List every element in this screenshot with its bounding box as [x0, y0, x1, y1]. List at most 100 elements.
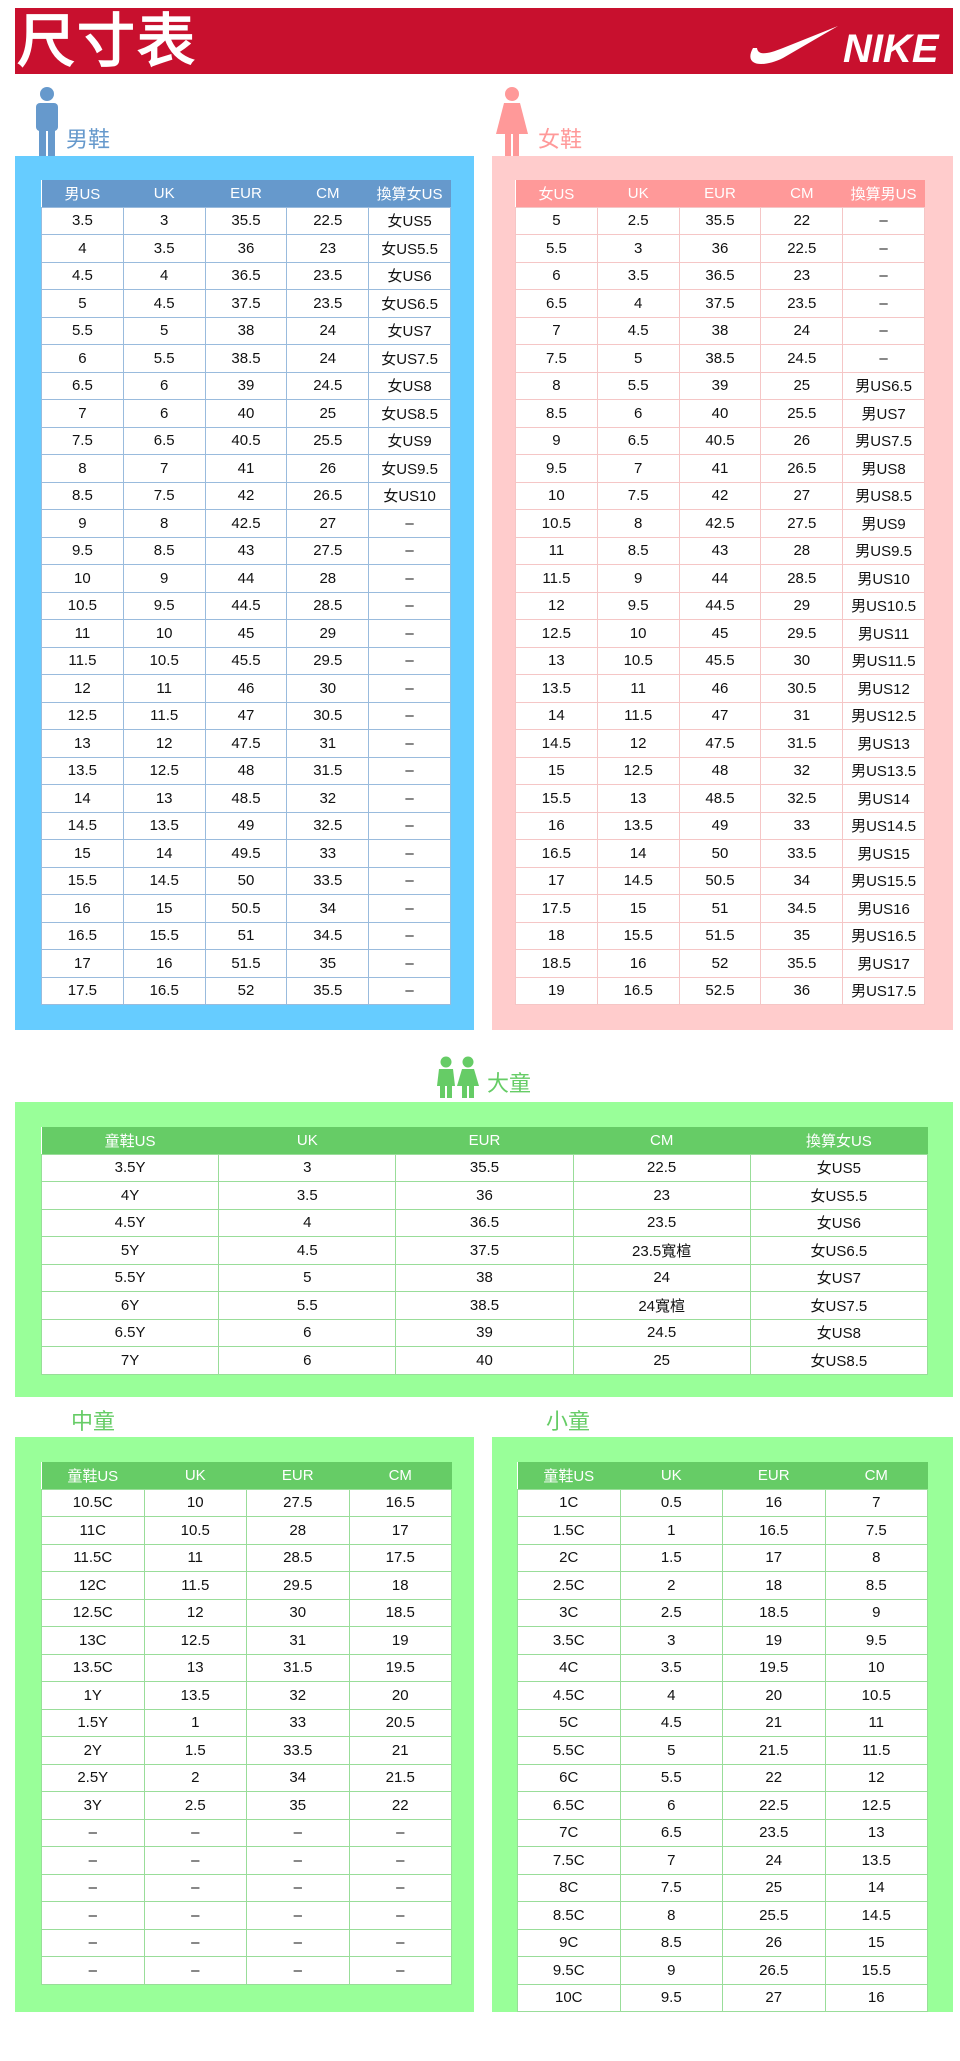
table-cell: –: [842, 289, 925, 318]
table-row: 1.5C 1 16.5 7.5: [517, 1516, 928, 1545]
table-row: 8 7 41 26 女US9.5: [41, 454, 451, 483]
table-cell: –: [348, 1956, 452, 1985]
table-cell: 女US5: [368, 206, 451, 235]
table-cell: –: [842, 206, 925, 235]
table-cell: 29: [286, 619, 370, 648]
table-cell: –: [348, 1901, 452, 1930]
table-cell: 6: [619, 1791, 723, 1820]
table-cell: 女US7.5: [749, 1291, 929, 1320]
table-row: 11 10 45 29–: [41, 619, 451, 648]
table-cell: –: [368, 949, 451, 978]
table-cell: 17: [515, 866, 598, 895]
table-cell: 11.5: [515, 564, 598, 593]
table-cell: 26.5: [722, 1956, 826, 1985]
table-cell: 24寬楦: [572, 1291, 751, 1320]
table-cell: 35.5: [286, 976, 370, 1005]
table-cell: 11C: [41, 1516, 145, 1545]
table-cell: 32: [286, 784, 370, 813]
column-header: EUR: [679, 180, 761, 207]
table-cell: 4: [41, 234, 124, 263]
table-row: 8.5 7.5 42 26.5 女US10: [41, 481, 451, 510]
table-cell: 33.5: [760, 839, 844, 868]
table-cell: 6.5Y: [40, 1318, 220, 1347]
table-cell: 31: [760, 701, 844, 730]
table-row: 7Y 6 40 25 女US8.5: [40, 1346, 929, 1375]
table-cell: 42: [204, 481, 288, 510]
table-cell: 9C: [517, 1928, 621, 1957]
table-cell: 35: [246, 1791, 350, 1820]
table-cell: 15: [122, 894, 206, 923]
table-cell: 6: [596, 399, 680, 428]
table-cell: –: [368, 591, 451, 620]
table-cell: 49.5: [204, 839, 288, 868]
table-row: 14.5 12 47.5 31.5 男US13: [515, 729, 925, 758]
table-cell: 10: [515, 481, 598, 510]
table-cell: 8: [596, 509, 680, 538]
table-cell: 24: [286, 344, 370, 373]
table-cell: 7: [122, 454, 206, 483]
table-cell: 6: [515, 261, 598, 290]
table-cell: 6: [218, 1346, 397, 1375]
table-cell: 3.5: [596, 261, 680, 290]
table-cell: 50: [204, 866, 288, 895]
table-cell: 47: [204, 701, 288, 730]
table-cell: 6.5: [515, 289, 598, 318]
table-cell: 22: [760, 206, 844, 235]
table-cell: 3.5: [41, 206, 124, 235]
table-cell: 12: [41, 674, 124, 703]
table-cell: 3: [122, 206, 206, 235]
table-cell: 19: [722, 1626, 826, 1655]
table-cell: –: [246, 1928, 350, 1957]
table-cell: 12: [515, 591, 598, 620]
table-cell: 13: [824, 1818, 928, 1847]
table-cell: 52: [204, 976, 288, 1005]
table-row: 16.5 15.5 51 34.5–: [41, 921, 451, 950]
table-cell: 15.5: [515, 784, 598, 813]
table-cell: 11.5: [41, 646, 124, 675]
table-row: 12 9.5 44.5 29 男US10.5: [515, 591, 925, 620]
table-cell: –: [842, 316, 925, 345]
table-row: 17 16 51.5 35–: [41, 949, 451, 978]
table-cell: 12.5: [515, 619, 598, 648]
table-cell: 9: [122, 564, 206, 593]
table-cell: 51.5: [204, 949, 288, 978]
table-cell: 女US8.5: [749, 1346, 929, 1375]
table-cell: 23.5寬楦: [572, 1236, 751, 1265]
table-cell: 10: [122, 619, 206, 648]
table-cell: 34: [286, 894, 370, 923]
table-row: 2C 1.5 17 8: [517, 1543, 928, 1572]
table-cell: 28.5: [286, 591, 370, 620]
table-row: – – – –: [41, 1873, 452, 1902]
table-cell: 14: [515, 701, 598, 730]
table-cell: 45.5: [678, 646, 762, 675]
table-header-row: 童鞋US UK EUR CM: [41, 1462, 452, 1489]
table-cell: 16.5: [122, 976, 206, 1005]
table-cell: 22.5: [722, 1791, 826, 1820]
table-cell: –: [368, 564, 451, 593]
table-cell: 7.5C: [517, 1846, 621, 1875]
table-header-row: 女US UK EUR CM 換算男US: [515, 180, 925, 207]
table-cell: 20: [348, 1681, 452, 1710]
table-cell: 10C: [517, 1983, 621, 2012]
column-header: EUR: [246, 1462, 349, 1489]
table-cell: 4.5Y: [40, 1208, 220, 1237]
table-row: 11.5 9 44 28.5 男US10: [515, 564, 925, 593]
table-cell: –: [368, 674, 451, 703]
table-cell: 16: [122, 949, 206, 978]
table-cell: 27.5: [760, 509, 844, 538]
table-cell: –: [368, 894, 451, 923]
table-cell: 9: [824, 1598, 928, 1627]
table-row: 7 6 40 25 女US8.5: [41, 399, 451, 428]
table-cell: 17.5: [348, 1543, 452, 1572]
table-row: 3C 2.5 18.5 9: [517, 1598, 928, 1627]
table-row: 1C 0.5 16 7: [517, 1488, 928, 1517]
table-row: 8 5.5 39 25 男US6.5: [515, 371, 925, 400]
table-row: 12.5C 12 30 18.5: [41, 1598, 452, 1627]
table-row: 6Y 5.5 38.5 24寬楦 女US7.5: [40, 1291, 929, 1320]
table-row: 13.5 12.5 48 31.5–: [41, 756, 451, 785]
table-cell: 5.5: [41, 316, 124, 345]
table-cell: 44: [678, 564, 762, 593]
nike-logo: NIKE: [743, 18, 943, 68]
table-cell: 9.5: [122, 591, 206, 620]
table-cell: 26: [722, 1928, 826, 1957]
